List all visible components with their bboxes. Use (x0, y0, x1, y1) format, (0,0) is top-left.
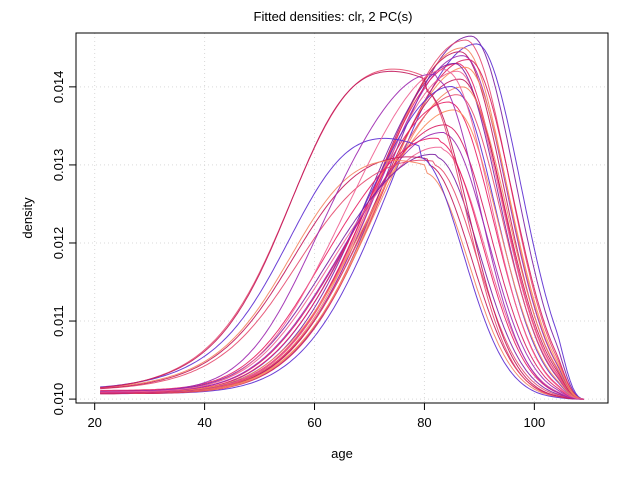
density-curve (100, 69, 584, 400)
density-curve (100, 62, 584, 400)
density-curve (100, 66, 584, 400)
y-tick-label: 0.013 (51, 149, 66, 182)
density-curve (100, 62, 584, 400)
y-axis-title: density (20, 197, 35, 239)
x-tick-label: 40 (197, 415, 211, 430)
y-tick-label: 0.010 (51, 383, 66, 416)
density-curve (100, 70, 584, 400)
chart-title: Fitted densities: clr, 2 PC(s) (254, 9, 413, 24)
y-tick-label: 0.011 (51, 305, 66, 337)
density-curve (100, 156, 584, 400)
x-tick-label: 80 (417, 415, 431, 430)
density-curve (100, 137, 584, 400)
x-tick-label: 60 (307, 415, 321, 430)
x-tick-label: 20 (87, 415, 101, 430)
y-tick-label: 0.014 (51, 71, 66, 104)
density-curve (100, 159, 584, 400)
density-curve (100, 109, 584, 400)
y-tick-label: 0.012 (51, 227, 66, 260)
grid-lines (76, 33, 608, 403)
density-curves (100, 35, 584, 400)
y-axis: 0.010 0.011 0.012 0.013 0.014 (51, 71, 77, 416)
x-axis-title: age (331, 446, 353, 461)
x-axis: 20 40 60 80 100 (87, 402, 546, 430)
density-curve (100, 73, 584, 400)
density-curve (100, 51, 584, 400)
x-tick-label: 100 (524, 415, 546, 430)
